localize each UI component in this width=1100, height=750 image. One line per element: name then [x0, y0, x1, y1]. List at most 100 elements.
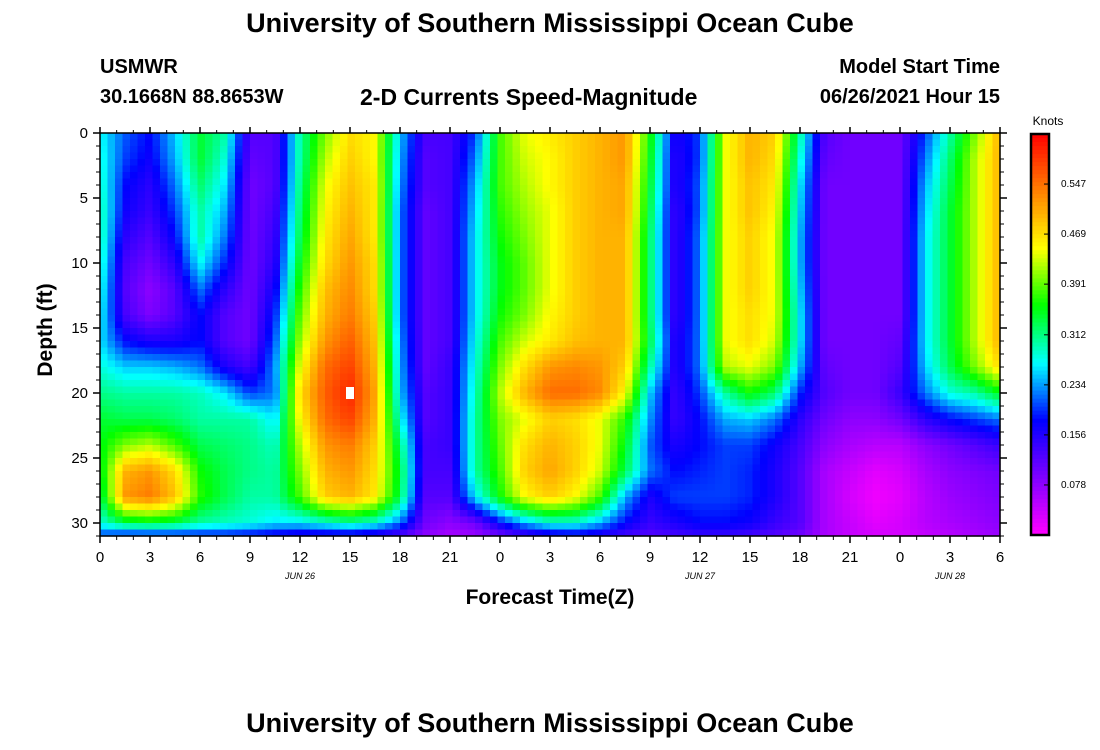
heatmap-cell [160, 295, 169, 303]
heatmap-cell [392, 269, 401, 277]
heatmap-cell [670, 211, 679, 219]
heatmap-cell [257, 269, 266, 277]
heatmap-cell [190, 224, 199, 232]
heatmap-cell [805, 204, 814, 212]
heatmap-cell [610, 282, 619, 290]
heatmap-cell [685, 315, 694, 323]
heatmap-cell [452, 133, 461, 141]
heatmap-cell [692, 276, 701, 284]
heatmap-cell [895, 139, 904, 147]
heatmap-cell [197, 237, 206, 245]
heatmap-cell [737, 308, 746, 316]
heatmap-cell [272, 178, 281, 186]
heatmap-cell [445, 178, 454, 186]
heatmap-cell [160, 360, 169, 368]
heatmap-cell [497, 191, 506, 199]
heatmap-cell [827, 269, 836, 277]
heatmap-cell [505, 217, 514, 225]
heatmap-cell [160, 386, 169, 394]
heatmap-cell [392, 315, 401, 323]
heatmap-cell [542, 217, 551, 225]
heatmap-cell [745, 328, 754, 336]
heatmap-cell [782, 159, 791, 167]
heatmap-cell [647, 165, 656, 173]
heatmap-cell [640, 139, 649, 147]
heatmap-cell [452, 224, 461, 232]
heatmap-cell [625, 178, 634, 186]
heatmap-cell [520, 165, 529, 173]
heatmap-cell [145, 133, 154, 141]
heatmap-cell [175, 224, 184, 232]
heatmap-cell [107, 243, 116, 251]
heatmap-cell [797, 217, 806, 225]
heatmap-cell [932, 178, 941, 186]
heatmap-cell [310, 360, 319, 368]
heatmap-cell [242, 334, 251, 342]
heatmap-cell [512, 360, 521, 368]
heatmap-cell [580, 276, 589, 284]
heatmap-cell [430, 185, 439, 193]
heatmap-cell [887, 211, 896, 219]
heatmap-cell [602, 373, 611, 381]
heatmap-cell [535, 295, 544, 303]
heatmap-cell [167, 276, 176, 284]
heatmap-cell [340, 133, 349, 141]
heatmap-cell [415, 204, 424, 212]
heatmap-cell [265, 295, 274, 303]
heatmap-cell [707, 386, 716, 394]
heatmap-cell [257, 217, 266, 225]
heatmap-cell [932, 373, 941, 381]
heatmap-cell [985, 133, 994, 141]
heatmap-cell [565, 211, 574, 219]
heatmap-cell [677, 250, 686, 258]
heatmap-cell [325, 399, 334, 407]
heatmap-cell [805, 172, 814, 180]
heatmap-cell [295, 399, 304, 407]
heatmap-cell [422, 263, 431, 271]
heatmap-cell [137, 139, 146, 147]
heatmap-cell [100, 256, 109, 264]
heatmap-cell [325, 360, 334, 368]
heatmap-cell [692, 237, 701, 245]
heatmap-cell [557, 367, 566, 375]
heatmap-cell [482, 133, 491, 141]
heatmap-cell [265, 399, 274, 407]
heatmap-cell [842, 159, 851, 167]
heatmap-cell [115, 152, 124, 160]
heatmap-cell [550, 399, 559, 407]
heatmap-cell [325, 256, 334, 264]
heatmap-cell [497, 295, 506, 303]
heatmap-cell [737, 237, 746, 245]
heatmap-cell [115, 367, 124, 375]
heatmap-cell [100, 185, 109, 193]
heatmap-cell [175, 152, 184, 160]
heatmap-cell [872, 321, 881, 329]
heatmap-cell [677, 146, 686, 154]
heatmap-cell [362, 191, 371, 199]
heatmap-cell [445, 354, 454, 362]
heatmap-cell [527, 367, 536, 375]
heatmap-cell [797, 315, 806, 323]
heatmap-cell [737, 386, 746, 394]
heatmap-cell [595, 295, 604, 303]
heatmap-cell [407, 399, 416, 407]
heatmap-cell [565, 230, 574, 238]
heatmap-cell [745, 146, 754, 154]
heatmap-cell [310, 282, 319, 290]
heatmap-cell [175, 386, 184, 394]
heatmap-cell [437, 334, 446, 342]
heatmap-cell [947, 191, 956, 199]
heatmap-cell [850, 172, 859, 180]
heatmap-cell [857, 386, 866, 394]
heatmap-cell [535, 321, 544, 329]
heatmap-cell [347, 373, 356, 381]
heatmap-cell [985, 211, 994, 219]
heatmap-cell [617, 243, 626, 251]
heatmap-cell [392, 185, 401, 193]
heatmap-cell [115, 159, 124, 167]
heatmap-cell [385, 282, 394, 290]
heatmap-cell [160, 347, 169, 355]
heatmap-cell [947, 282, 956, 290]
heatmap-cell [520, 256, 529, 264]
heatmap-cell [887, 308, 896, 316]
